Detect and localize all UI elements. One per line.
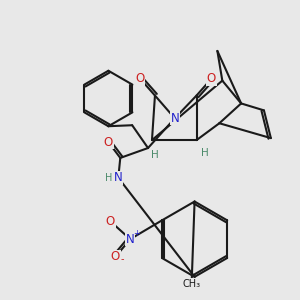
Text: O: O [104,136,113,148]
Text: N: N [126,233,135,246]
Text: N: N [114,171,123,184]
Text: H: H [201,148,208,158]
Text: O: O [111,250,120,263]
Text: -: - [121,254,124,264]
Text: O: O [207,72,216,85]
Text: CH₃: CH₃ [182,279,201,289]
Text: O: O [136,72,145,85]
Text: +: + [133,229,140,238]
Text: N: N [170,112,179,125]
Text: H: H [105,173,112,183]
Text: H: H [151,150,159,160]
Text: O: O [106,215,115,228]
